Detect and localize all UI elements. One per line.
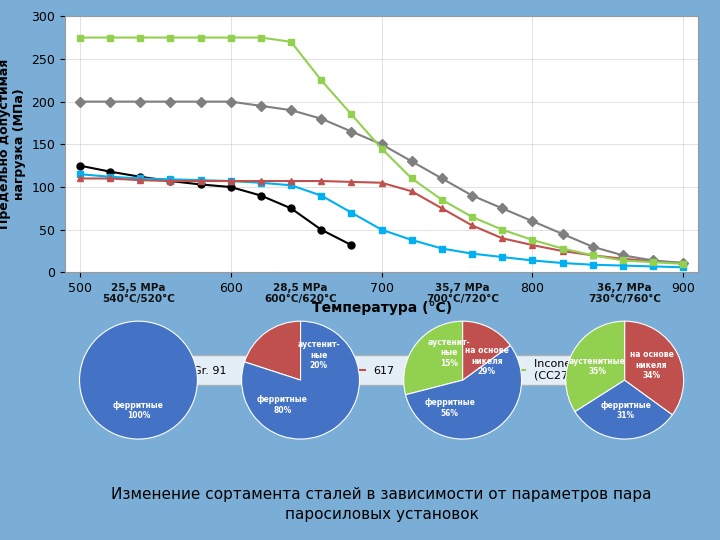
Title: 28,5 МРа
600°С/620°С: 28,5 МРа 600°С/620°С — [264, 282, 337, 304]
Title: 35,7 МРа
700°С/720°С: 35,7 МРа 700°С/720°С — [426, 282, 499, 304]
Wedge shape — [625, 321, 684, 415]
Wedge shape — [245, 321, 300, 380]
Text: ферритные
31%: ферритные 31% — [600, 401, 651, 421]
Wedge shape — [405, 346, 521, 439]
Wedge shape — [566, 321, 625, 411]
Legend: Gr. 91, 347H, 617, 230, Inconel 740H
(CC2702): Gr. 91, 347H, 617, 230, Inconel 740H (CC… — [152, 355, 611, 386]
Text: аустенит-
ные
20%: аустенит- ные 20% — [297, 340, 340, 370]
Wedge shape — [404, 321, 463, 395]
Wedge shape — [79, 321, 197, 439]
Wedge shape — [575, 380, 672, 439]
Text: на основе
никеля
29%: на основе никеля 29% — [465, 347, 509, 376]
Wedge shape — [463, 321, 510, 380]
Text: ферритные
100%: ферритные 100% — [113, 401, 164, 421]
Text: аустенитные
35%: аустенитные 35% — [569, 356, 626, 376]
Text: ферритные
56%: ферритные 56% — [424, 398, 475, 417]
Text: на основе
никеля
34%: на основе никеля 34% — [630, 350, 673, 380]
Title: 25,5 МРа
540°С/520°С: 25,5 МРа 540°С/520°С — [102, 282, 175, 304]
Y-axis label: Предельно допустимая
нагрузка (МПа): Предельно допустимая нагрузка (МПа) — [0, 59, 26, 230]
Text: Изменение сортамента сталей в зависимости от параметров пара
паросиловых установ: Изменение сортамента сталей в зависимост… — [112, 487, 652, 522]
Text: аустенит-
ные
15%: аустенит- ные 15% — [428, 338, 470, 368]
Wedge shape — [242, 321, 359, 439]
Text: ферритные
80%: ферритные 80% — [257, 395, 308, 415]
Title: 36,7 МРа
730°С/760°С: 36,7 МРа 730°С/760°С — [588, 282, 661, 304]
X-axis label: Температура (°С): Температура (°С) — [312, 301, 451, 315]
